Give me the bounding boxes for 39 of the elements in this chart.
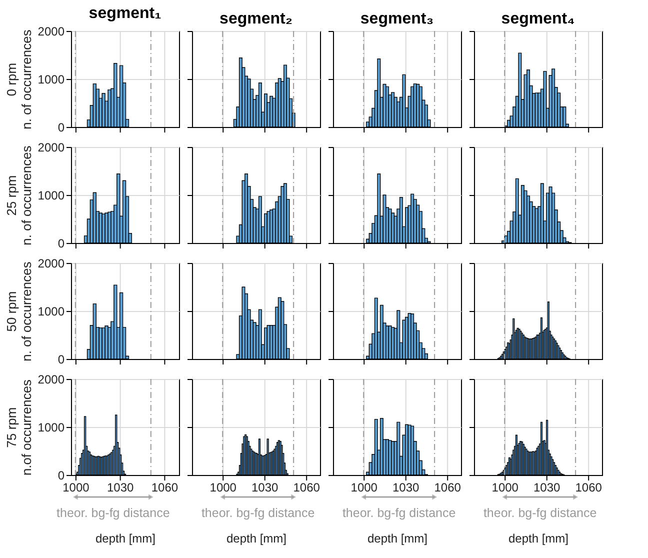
y-tick-label: 1000 (38, 304, 65, 318)
x-axis-title: depth [mm] (226, 532, 287, 546)
chart-title: segment₃ (360, 10, 434, 28)
x-tick-label: 1030 (251, 480, 279, 494)
y-tick-label: 2000 (38, 372, 65, 386)
x-tick-label: 1060 (293, 480, 320, 494)
x-tick-label: 1060 (151, 480, 178, 494)
y-axis-title: 0 rpm n. of occurrences (4, 29, 34, 130)
x-axis-title: depth [mm] (95, 532, 156, 546)
text: theor. bg-fg distance (201, 506, 315, 520)
chart-title: segment₂ (220, 10, 292, 28)
text: theor. bg-fg distance (342, 506, 456, 520)
y-tick-label: 2000 (38, 256, 65, 270)
chart-title: segment₄ (501, 10, 575, 28)
x-axis-title: depth [mm] (367, 532, 428, 546)
text: theor. bg-fg distance (483, 506, 597, 520)
x-tick-label: 1060 (434, 480, 462, 494)
y-tick-label: 2000 (38, 140, 65, 154)
y-tick-label: 0 (58, 120, 65, 134)
y-axis-title: 50 rpm n. of occurrences (4, 261, 34, 362)
y-tick-label: 0 (58, 352, 65, 366)
x-axis-title: depth [mm] (508, 532, 569, 546)
x-tick-label: 1000 (492, 480, 519, 494)
text: theor. bg-fg distance (56, 506, 170, 520)
y-tick-label: 2000 (38, 24, 65, 38)
y-tick-label: 0 (58, 236, 65, 250)
x-tick-label: 1060 (575, 480, 602, 494)
chart-title: segment₁ (88, 5, 162, 22)
y-tick-label: 0 (58, 468, 65, 482)
y-tick-label: 1000 (38, 188, 65, 202)
x-tick-label: 1030 (106, 480, 134, 494)
y-tick-label: 1000 (38, 420, 65, 434)
x-tick-label: 1030 (533, 480, 561, 494)
y-tick-label: 1000 (38, 72, 65, 86)
y-axis-title: 75 rpm n.of occurrences (4, 378, 34, 476)
y-axis-title: 25 rpm n. of occurrences (4, 145, 34, 246)
x-tick-label: 1030 (392, 480, 420, 494)
x-tick-label: 1000 (210, 480, 237, 494)
x-tick-label: 1000 (350, 480, 378, 494)
